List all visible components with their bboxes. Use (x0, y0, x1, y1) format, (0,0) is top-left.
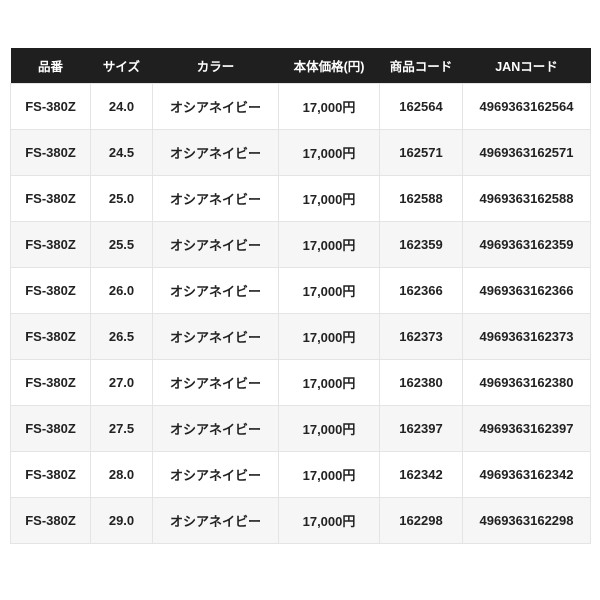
cell-product-code: 162380 (379, 359, 463, 406)
header-size: サイズ (90, 48, 153, 84)
cell-jan-code: 4969363162380 (462, 359, 591, 406)
cell-color: オシアネイビー (152, 497, 279, 544)
cell-product-code: 162571 (379, 129, 463, 176)
cell-price: 17,000円 (278, 405, 380, 452)
cell-jan-code: 4969363162342 (462, 451, 591, 498)
cell-color: オシアネイビー (152, 175, 279, 222)
cell-price: 17,000円 (278, 359, 380, 406)
cell-jan-code: 4969363162564 (462, 83, 591, 130)
product-spec-table: 品番 サイズ カラー 本体価格(円) 商品コード JANコード FS-380Z … (10, 48, 591, 544)
table-row: FS-380Z 25.0 オシアネイビー 17,000円 162588 4969… (10, 175, 591, 222)
cell-product-code: 162359 (379, 221, 463, 268)
cell-hinban: FS-380Z (10, 221, 91, 268)
cell-product-code: 162366 (379, 267, 463, 314)
cell-color: オシアネイビー (152, 129, 279, 176)
header-price: 本体価格(円) (278, 48, 380, 84)
cell-color: オシアネイビー (152, 267, 279, 314)
cell-price: 17,000円 (278, 497, 380, 544)
table-body: FS-380Z 24.0 オシアネイビー 17,000円 162564 4969… (10, 83, 591, 544)
cell-price: 17,000円 (278, 267, 380, 314)
cell-color: オシアネイビー (152, 405, 279, 452)
cell-size: 24.5 (90, 129, 153, 176)
header-hinban: 品番 (10, 48, 91, 84)
cell-hinban: FS-380Z (10, 129, 91, 176)
cell-jan-code: 4969363162298 (462, 497, 591, 544)
cell-size: 25.5 (90, 221, 153, 268)
product-spec-table-container: 品番 サイズ カラー 本体価格(円) 商品コード JANコード FS-380Z … (10, 48, 591, 544)
table-row: FS-380Z 27.0 オシアネイビー 17,000円 162380 4969… (10, 359, 591, 406)
table-row: FS-380Z 24.5 オシアネイビー 17,000円 162571 4969… (10, 129, 591, 176)
cell-jan-code: 4969363162588 (462, 175, 591, 222)
cell-hinban: FS-380Z (10, 451, 91, 498)
cell-product-code: 162588 (379, 175, 463, 222)
cell-color: オシアネイビー (152, 313, 279, 360)
cell-color: オシアネイビー (152, 451, 279, 498)
header-product-code: 商品コード (379, 48, 463, 84)
cell-price: 17,000円 (278, 129, 380, 176)
cell-product-code: 162564 (379, 83, 463, 130)
cell-jan-code: 4969363162571 (462, 129, 591, 176)
cell-jan-code: 4969363162366 (462, 267, 591, 314)
cell-price: 17,000円 (278, 221, 380, 268)
cell-hinban: FS-380Z (10, 313, 91, 360)
cell-jan-code: 4969363162397 (462, 405, 591, 452)
header-jan-code: JANコード (462, 48, 591, 84)
cell-hinban: FS-380Z (10, 359, 91, 406)
cell-size: 27.0 (90, 359, 153, 406)
cell-hinban: FS-380Z (10, 83, 91, 130)
cell-size: 25.0 (90, 175, 153, 222)
table-row: FS-380Z 27.5 オシアネイビー 17,000円 162397 4969… (10, 405, 591, 452)
cell-color: オシアネイビー (152, 83, 279, 130)
cell-price: 17,000円 (278, 451, 380, 498)
table-row: FS-380Z 28.0 オシアネイビー 17,000円 162342 4969… (10, 451, 591, 498)
cell-price: 17,000円 (278, 83, 380, 130)
header-color: カラー (152, 48, 279, 84)
cell-size: 26.0 (90, 267, 153, 314)
cell-hinban: FS-380Z (10, 497, 91, 544)
table-row: FS-380Z 26.5 オシアネイビー 17,000円 162373 4969… (10, 313, 591, 360)
table-row: FS-380Z 26.0 オシアネイビー 17,000円 162366 4969… (10, 267, 591, 314)
cell-size: 24.0 (90, 83, 153, 130)
cell-size: 29.0 (90, 497, 153, 544)
cell-size: 26.5 (90, 313, 153, 360)
cell-price: 17,000円 (278, 313, 380, 360)
table-row: FS-380Z 29.0 オシアネイビー 17,000円 162298 4969… (10, 497, 591, 544)
cell-color: オシアネイビー (152, 221, 279, 268)
table-row: FS-380Z 24.0 オシアネイビー 17,000円 162564 4969… (10, 83, 591, 130)
cell-product-code: 162342 (379, 451, 463, 498)
table-header: 品番 サイズ カラー 本体価格(円) 商品コード JANコード (10, 48, 591, 84)
cell-size: 27.5 (90, 405, 153, 452)
cell-jan-code: 4969363162373 (462, 313, 591, 360)
table-row: FS-380Z 25.5 オシアネイビー 17,000円 162359 4969… (10, 221, 591, 268)
cell-jan-code: 4969363162359 (462, 221, 591, 268)
cell-hinban: FS-380Z (10, 175, 91, 222)
cell-color: オシアネイビー (152, 359, 279, 406)
header-row: 品番 サイズ カラー 本体価格(円) 商品コード JANコード (10, 48, 591, 84)
cell-price: 17,000円 (278, 175, 380, 222)
cell-product-code: 162298 (379, 497, 463, 544)
cell-product-code: 162397 (379, 405, 463, 452)
cell-hinban: FS-380Z (10, 267, 91, 314)
cell-product-code: 162373 (379, 313, 463, 360)
cell-hinban: FS-380Z (10, 405, 91, 452)
cell-size: 28.0 (90, 451, 153, 498)
